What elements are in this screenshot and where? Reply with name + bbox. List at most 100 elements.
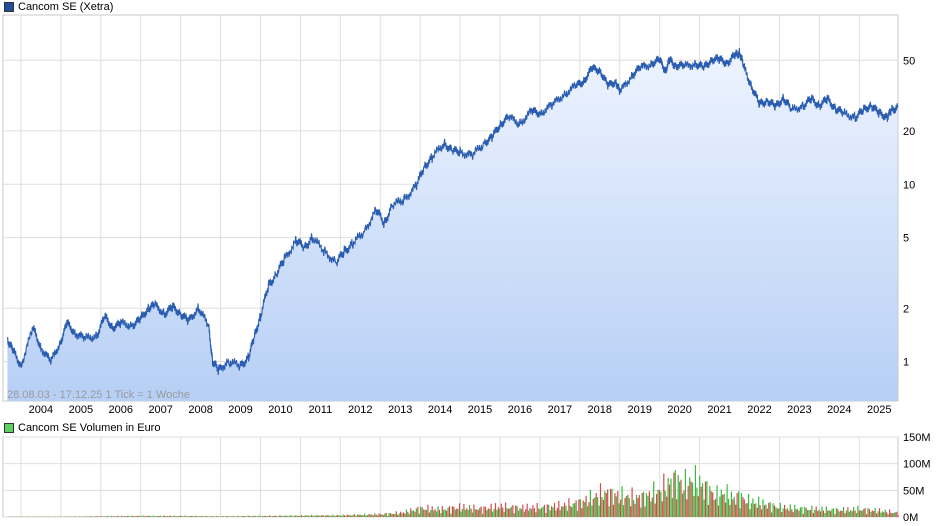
- volume-bar: [720, 489, 722, 517]
- volume-bar: [319, 516, 321, 517]
- volume-bar: [326, 515, 328, 517]
- volume-bar: [821, 506, 823, 517]
- volume-bar: [310, 514, 312, 517]
- volume-bar: [650, 501, 652, 517]
- price-legend-label: Cancom SE (Xetra): [18, 1, 114, 13]
- volume-bar: [558, 500, 560, 517]
- volume-bar: [505, 502, 507, 517]
- volume-bar: [184, 515, 186, 517]
- volume-bar: [689, 477, 691, 517]
- volume-bar: [188, 516, 190, 517]
- volume-bar: [444, 509, 446, 517]
- volume-bar: [828, 510, 830, 517]
- volume-bar: [857, 506, 859, 517]
- price-line: [6, 47, 899, 376]
- volume-bar: [227, 516, 229, 517]
- x-tick-label: 2025: [867, 404, 891, 416]
- volume-bar: [204, 516, 206, 517]
- volume-bar: [425, 510, 428, 517]
- volume-bar: [283, 515, 285, 517]
- volume-bar: [342, 514, 344, 517]
- volume-bar: [448, 506, 451, 517]
- volume-bar: [835, 508, 837, 517]
- volume-bar: [405, 509, 407, 517]
- x-tick-label: 2018: [588, 404, 612, 416]
- volume-bar: [595, 493, 597, 517]
- volume-bar: [863, 508, 865, 517]
- volume-bar: [424, 509, 426, 517]
- volume-bar: [285, 515, 287, 517]
- volume-bar: [470, 508, 472, 517]
- price-legend: Cancom SE (Xetra): [4, 0, 113, 14]
- price-y-tick-label: 50: [903, 55, 915, 67]
- volume-bar: [254, 515, 256, 517]
- volume-bar: [727, 498, 730, 517]
- volume-bar: [211, 516, 213, 517]
- volume-bar: [781, 512, 783, 517]
- volume-bar: [93, 516, 95, 517]
- volume-bar: [894, 512, 896, 517]
- volume-bar: [710, 491, 712, 517]
- volume-bar: [175, 516, 177, 517]
- volume-bar: [886, 512, 888, 517]
- volume-bar: [234, 516, 236, 517]
- volume-bar: [218, 516, 220, 517]
- volume-bar: [11, 516, 13, 517]
- volume-bar: [615, 496, 617, 517]
- volume-bar: [177, 516, 179, 517]
- volume-bar: [546, 504, 548, 517]
- volume-bar: [197, 516, 199, 517]
- volume-bar: [174, 515, 176, 517]
- volume-bar: [743, 499, 745, 517]
- volume-bar: [420, 506, 422, 517]
- volume-bar: [418, 513, 420, 517]
- volume-bar: [653, 481, 655, 517]
- volume-bar: [389, 513, 392, 517]
- volume-bar: [210, 516, 212, 517]
- x-tick-label: 2012: [348, 404, 372, 416]
- volume-bar: [272, 516, 274, 517]
- volume-bar: [290, 515, 292, 517]
- volume-bar: [398, 513, 400, 517]
- volume-bar: [778, 508, 780, 517]
- volume-bar: [631, 487, 633, 517]
- volume-bar: [359, 514, 361, 517]
- volume-bar: [830, 511, 832, 517]
- volume-bar: [180, 515, 182, 517]
- volume-bar: [579, 499, 581, 517]
- volume-bar: [538, 508, 540, 517]
- volume-bar: [263, 516, 265, 517]
- volume-bar: [559, 509, 561, 517]
- volume-bar: [57, 516, 59, 517]
- volume-bar: [712, 492, 714, 517]
- volume-bar: [194, 515, 196, 517]
- volume-bar: [686, 499, 688, 517]
- volume-bar: [831, 508, 833, 517]
- volume-bar: [622, 505, 625, 517]
- volume-bar: [674, 470, 676, 517]
- volume-bar: [92, 516, 94, 517]
- volume-bar: [784, 504, 786, 517]
- date-range-annotation: 28.08.03 - 17.12.25 1 Tick = 1 Woche: [7, 389, 190, 401]
- volume-bar: [464, 509, 466, 517]
- volume-bar: [303, 515, 305, 517]
- volume-bar: [756, 507, 758, 517]
- volume-bar: [809, 510, 812, 517]
- volume-bar: [181, 516, 183, 517]
- volume-y-tick-label: 0M: [903, 512, 918, 524]
- volume-bar: [528, 510, 530, 517]
- volume-bar: [198, 516, 200, 517]
- volume-bar: [85, 516, 87, 517]
- volume-bar: [165, 516, 167, 517]
- volume-bar: [497, 507, 499, 517]
- volume-bar: [157, 516, 159, 517]
- x-tick-label: 2023: [787, 404, 811, 416]
- volume-bar: [126, 516, 128, 517]
- volume-bar: [871, 510, 873, 517]
- volume-bar: [236, 516, 238, 517]
- volume-bar: [123, 516, 126, 517]
- volume-bar: [200, 516, 202, 517]
- x-tick-label: 2024: [827, 404, 851, 416]
- volume-bar: [795, 509, 797, 517]
